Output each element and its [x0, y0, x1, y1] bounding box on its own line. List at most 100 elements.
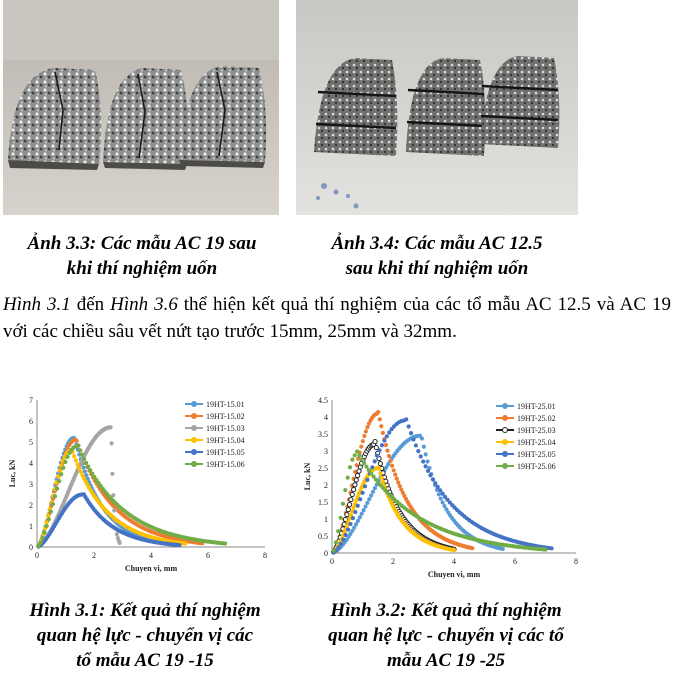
data-point: [360, 490, 365, 495]
axes: 0 2 4 6 8 0 0.5 1 1.5 2 2.5 3 3.5 4 4.5 Chuyen vi, mm Lu…: [303, 396, 578, 579]
data-point: [44, 524, 49, 529]
data-point: [359, 444, 364, 449]
chart-ac19-15: 0 2 4 6 8 0 1 2 3 4 5 6 7 Chuyen vi, mm Luc, kN 19HT-15…: [3, 392, 283, 592]
data-point: [430, 477, 435, 482]
data-point: [376, 409, 381, 415]
figure-ref-3-1: Hình 3.1: [3, 294, 71, 315]
data-point: [343, 487, 348, 493]
photo-ac19-specimens: [3, 0, 279, 215]
data-point: [366, 421, 372, 426]
data-point: [373, 444, 379, 451]
data-point: [365, 500, 370, 505]
data-point: [383, 442, 389, 448]
data-point: [451, 547, 457, 553]
data-point: [386, 453, 392, 459]
data-point: [90, 471, 95, 476]
data-point: [421, 459, 426, 464]
legend-marker: [502, 427, 508, 433]
legend-marker: [502, 415, 508, 421]
data-point: [177, 543, 182, 548]
data-point: [379, 443, 385, 448]
data-point: [223, 541, 228, 546]
x-tick-label: 0: [330, 557, 334, 566]
data-point: [356, 491, 362, 496]
data-point: [353, 522, 359, 527]
data-point: [350, 457, 355, 462]
y-tick-label: 7: [29, 396, 33, 405]
data-point: [384, 465, 389, 470]
data-point: [73, 458, 79, 463]
legend-label: 19HT-15.03: [206, 424, 245, 433]
data-point: [399, 487, 404, 492]
legend: 19HT-25.01 19HT-25.02 19HT-25.03 19HT-25.04…: [496, 402, 556, 471]
data-point: [81, 456, 87, 461]
series-19HT-25.06: [331, 449, 548, 553]
data-point: [46, 517, 51, 522]
data-point: [81, 476, 87, 481]
caption-figure-3-1-line2: quan hệ lực - chuyển vị các: [36, 625, 254, 646]
legend: 19HT-15.01 19HT-15.02 19HT-15.03 19HT-15.04…: [185, 400, 245, 469]
data-point: [371, 474, 376, 479]
data-point: [425, 459, 430, 464]
y-tick-label: 3: [29, 480, 33, 489]
data-point: [435, 484, 440, 489]
data-point: [84, 473, 89, 478]
photo-ac19-image: [3, 0, 279, 215]
y-tick-label: 1.5: [318, 498, 328, 507]
data-point: [77, 448, 83, 453]
data-point: [440, 491, 445, 496]
data-point: [382, 438, 387, 443]
legend-label: 19HT-15.06: [206, 460, 245, 469]
x-tick-label: 6: [513, 557, 517, 566]
legend-marker: [191, 449, 197, 455]
y-tick-label: 2.5: [318, 464, 328, 473]
legend-marker: [502, 451, 508, 457]
specimen-3: [179, 66, 267, 168]
data-point: [421, 444, 426, 449]
data-point: [362, 461, 367, 466]
data-point: [393, 472, 398, 477]
data-point: [57, 479, 62, 484]
data-point: [52, 494, 58, 499]
legend-marker: [191, 437, 197, 443]
legend-label: 19HT-15.04: [206, 436, 245, 445]
legend-marker: [502, 463, 508, 469]
data-point: [333, 540, 338, 545]
data-point: [75, 443, 80, 448]
data-point: [343, 532, 348, 537]
data-point: [438, 496, 443, 501]
data-point: [82, 469, 88, 474]
x-tick-label: 8: [574, 557, 578, 566]
data-point: [442, 503, 447, 509]
data-point: [500, 546, 505, 552]
data-point: [94, 478, 99, 483]
x-axis-label: Chuyen vi, mm: [428, 570, 481, 579]
paragraph-text-2: thể hiện kết quả thí nghiệm của các tổ m…: [3, 294, 671, 342]
legend-label: 19HT-25.02: [517, 414, 556, 423]
y-tick-label: 1: [324, 515, 328, 524]
data-point: [84, 460, 89, 465]
data-point: [359, 511, 364, 516]
data-point: [354, 449, 360, 454]
data-point: [360, 439, 365, 444]
data-point: [356, 456, 361, 461]
legend-marker: [191, 425, 197, 431]
legend-label: 19HT-25.06: [517, 462, 556, 471]
y-tick-label: 1: [29, 522, 33, 531]
data-point: [42, 530, 47, 535]
data-point: [57, 468, 62, 473]
y-tick-label: 6: [29, 417, 33, 426]
data-point: [36, 543, 41, 549]
data-point: [354, 498, 359, 503]
data-point: [354, 463, 359, 468]
data-point: [72, 454, 77, 459]
data-point: [67, 450, 72, 455]
data-point: [110, 471, 115, 476]
legend-label: 19HT-25.03: [517, 426, 556, 435]
data-point: [365, 425, 370, 430]
data-point: [79, 452, 85, 457]
y-tick-label: 0.5: [318, 532, 328, 541]
x-tick-label: 4: [149, 551, 153, 560]
data-point: [345, 475, 350, 480]
data-point: [372, 486, 378, 491]
